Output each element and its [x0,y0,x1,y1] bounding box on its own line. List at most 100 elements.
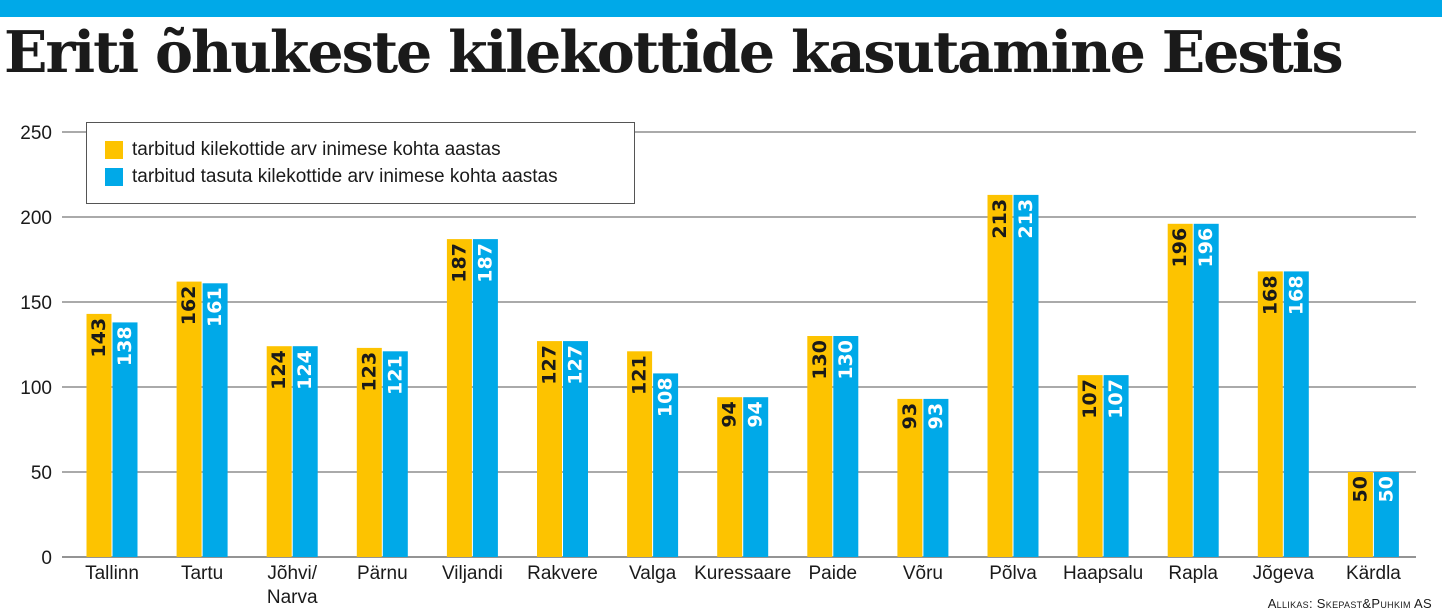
data-label-blue-8: 130 [835,340,857,380]
bar-yellow-1 [176,281,202,557]
bar-yellow-3 [356,347,382,557]
x-tick-label-line: Haapsalu [1063,563,1143,584]
bar-yellow-6 [627,351,653,557]
x-tick-label-9: Võru [903,563,943,584]
x-tick-label-8: Paide [808,563,857,584]
bar-blue-11 [1103,375,1129,557]
source-text: Allikas: Skepast&Puhkim AS [1267,596,1432,611]
data-label-yellow-6: 121 [629,355,651,395]
x-tick-label-1: Tartu [181,563,223,584]
bar-blue-3 [382,351,408,557]
data-label-blue-2: 124 [294,350,316,390]
y-tick-label-0: 0 [41,548,52,569]
bar-yellow-7 [717,397,743,557]
bar-blue-10 [1013,194,1039,557]
x-tick-label-14: Kärdla [1346,563,1401,584]
bar-yellow-13 [1257,271,1283,557]
x-tick-label-10: Põlva [989,563,1037,584]
data-label-yellow-12: 196 [1169,228,1191,268]
x-tick-label-line: Paide [808,563,857,584]
legend-item-free: tarbitud tasuta kilekottide arv inimese … [105,166,558,188]
data-label-blue-7: 94 [745,401,767,427]
chart-legend: tarbitud kilekottide arv inimese kohta a… [86,122,635,204]
x-tick-label-line: Rapla [1168,563,1218,584]
bar-blue-4 [472,239,498,557]
x-tick-label-line: Jõgeva [1253,563,1315,584]
data-label-blue-10: 213 [1015,199,1037,239]
data-label-blue-11: 107 [1105,379,1127,419]
data-label-yellow-9: 93 [899,403,921,429]
bar-blue-12 [1193,223,1219,558]
x-tick-label-line: Kärdla [1346,563,1401,584]
legend-swatch-yellow [105,141,123,159]
x-tick-label-7: Kuressaare [694,563,791,584]
data-label-blue-13: 168 [1285,275,1307,315]
y-tick-label-200: 200 [20,208,52,229]
bar-yellow-10 [987,194,1013,557]
x-tick-label-line: Võru [903,563,943,584]
data-label-yellow-2: 124 [268,350,290,390]
x-tick-label-11: Haapsalu [1063,563,1143,584]
data-label-blue-0: 138 [114,326,136,366]
x-tick-label-12: Rapla [1168,563,1218,584]
data-label-blue-9: 93 [925,403,947,429]
x-tick-label-line: Viljandi [442,563,503,584]
bar-blue-13 [1283,271,1309,557]
x-tick-label-line: Narva [267,587,318,608]
source-note: Allikas: Skepast&Puhkim AS [1268,596,1432,611]
data-label-blue-12: 196 [1195,228,1217,268]
y-tick-label-250: 250 [20,123,52,144]
x-tick-label-5: Rakvere [527,563,598,584]
x-tick-label-line: Kuressaare [694,563,791,584]
data-label-yellow-3: 123 [358,352,380,392]
x-tick-label-line: Pärnu [357,563,408,584]
y-tick-label-50: 50 [31,463,52,484]
bar-blue-0 [112,322,138,557]
data-label-blue-6: 108 [655,377,677,417]
y-tick-label-100: 100 [20,378,52,399]
data-label-blue-3: 121 [384,355,406,395]
data-label-yellow-7: 94 [719,401,741,427]
data-label-blue-1: 161 [204,287,226,327]
bar-yellow-12 [1167,223,1193,558]
bar-yellow-4 [446,239,472,557]
data-label-yellow-8: 130 [809,340,831,380]
legend-label-free: tarbitud tasuta kilekottide arv inimese … [132,166,558,187]
data-label-blue-5: 127 [565,345,587,385]
x-tick-label-2: Jõhvi/Narva [267,563,318,608]
bar-yellow-2 [266,346,292,557]
chart-title: Eriti õhukeste kilekottide kasutamine Ee… [4,19,1344,86]
axis-labels: 0 50 100 150 200 250 Tallinn Tartu Jõhvi/Narva Pä… [20,123,1401,608]
bar-blue-7 [743,397,769,557]
data-label-yellow-5: 127 [539,345,561,385]
data-label-yellow-11: 107 [1079,379,1101,419]
x-tick-label-3: Pärnu [357,563,408,584]
data-label-yellow-4: 187 [448,243,470,283]
x-tick-label-line: Jõhvi/ [267,563,317,584]
data-label-blue-4: 187 [474,243,496,283]
bar-yellow-0 [86,313,112,557]
data-label-yellow-14: 50 [1349,476,1371,502]
y-tick-label-150: 150 [20,293,52,314]
data-label-yellow-0: 143 [88,318,110,358]
x-tick-label-13: Jõgeva [1253,563,1315,584]
x-tick-label-6: Valga [629,563,677,584]
top-accent-bar [0,0,1442,17]
legend-item-consumed: tarbitud kilekottide arv inimese kohta a… [105,139,501,161]
x-tick-label-4: Viljandi [442,563,503,584]
data-label-blue-14: 50 [1375,476,1397,502]
bar-blue-2 [292,346,318,557]
bar-blue-5 [563,341,588,557]
x-tick-label-line: Tartu [181,563,223,584]
bar-yellow-5 [537,341,562,557]
bar-blue-8 [833,336,859,557]
bar-blue-14 [1373,472,1399,557]
bar-yellow-14 [1347,472,1373,557]
legend-label-consumed: tarbitud kilekottide arv inimese kohta a… [132,139,501,160]
bar-blue-1 [202,283,228,557]
x-tick-label-0: Tallinn [85,563,139,584]
data-label-yellow-13: 168 [1259,275,1281,315]
x-tick-label-line: Valga [629,563,677,584]
